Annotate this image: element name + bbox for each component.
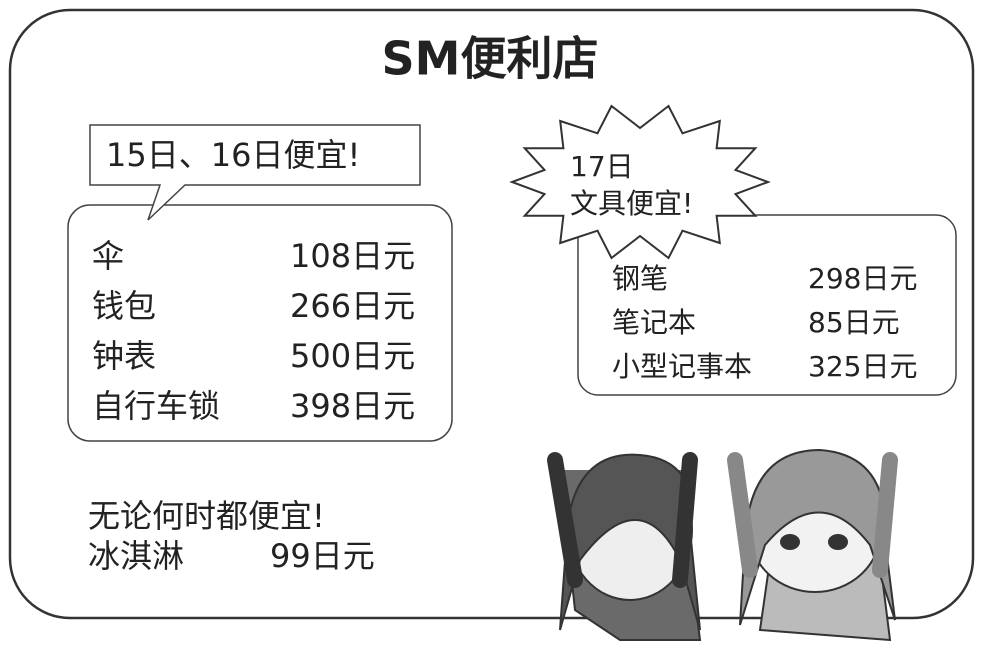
girl-left-arms [547, 452, 698, 588]
footer-item-name: 冰淇淋 [88, 537, 184, 575]
eye [780, 534, 800, 550]
left-callout-bubble [89, 124, 421, 221]
item-price: 85日元 [808, 306, 900, 339]
right-box [577, 214, 957, 396]
item-price: 266日元 [290, 287, 415, 325]
left-callout: 15日、16日便宜! [106, 136, 360, 174]
item-name: 钱包 [92, 287, 156, 325]
item-price: 108日元 [290, 237, 415, 275]
footer-note: 无论何时都便宜! [88, 497, 325, 535]
item-price: 325日元 [808, 350, 917, 383]
girl-right-arms [727, 452, 898, 578]
eye [828, 534, 848, 550]
right-callout-line: 17日 [570, 150, 634, 183]
item-price: 298日元 [808, 262, 917, 295]
left-box [67, 204, 453, 442]
item-name: 自行车锁 [92, 387, 220, 425]
right-callout-burst [509, 104, 771, 260]
title: SM便利店 [382, 32, 599, 86]
item-name: 伞 [92, 237, 124, 275]
item-name: 钢笔 [612, 262, 668, 295]
footer-item-price: 99日元 [270, 537, 375, 575]
illustration [547, 448, 898, 642]
item-name: 笔记本 [612, 306, 696, 339]
right-callout-line: 文具便宜! [570, 187, 693, 220]
item-price: 398日元 [290, 387, 415, 425]
item-name: 钟表 [92, 337, 156, 375]
item-name: 小型记事本 [612, 350, 752, 383]
item-price: 500日元 [290, 337, 415, 375]
